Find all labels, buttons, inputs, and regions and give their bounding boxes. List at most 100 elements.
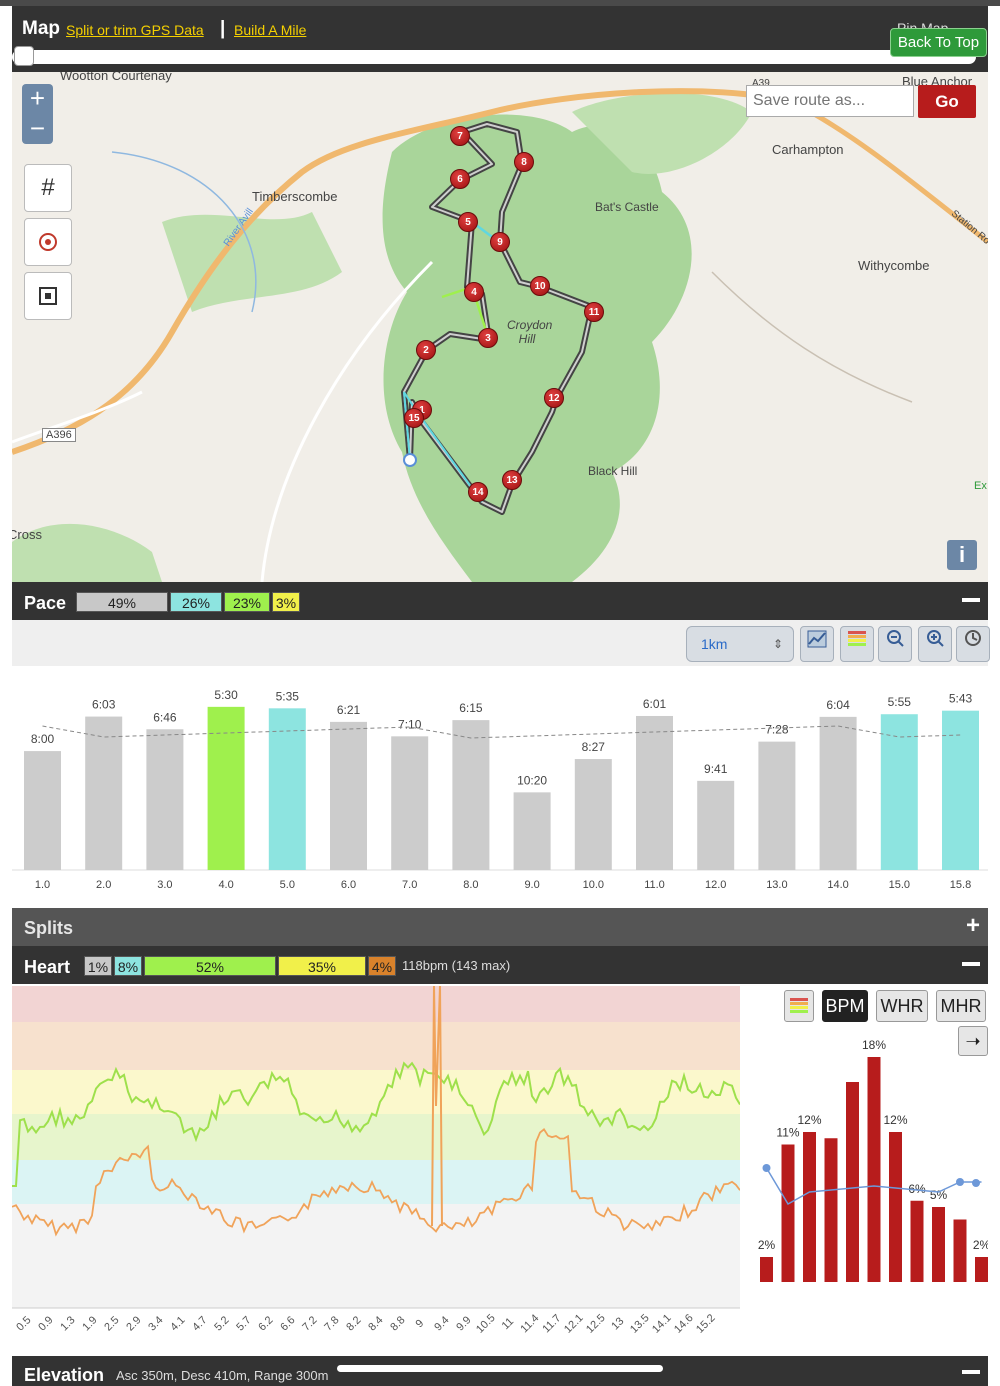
zoom-out-button[interactable]: − xyxy=(29,113,46,143)
pace-bar[interactable] xyxy=(574,759,612,870)
hr-zone-band xyxy=(12,1114,740,1160)
zoom-out-icon[interactable] xyxy=(878,626,912,662)
hr-zone-band xyxy=(12,986,740,1022)
heart-zone-5: 4% xyxy=(368,956,396,976)
pace-bar[interactable] xyxy=(391,736,429,870)
route-marker-6[interactable]: 6 xyxy=(450,169,470,189)
hr-x-tick: 8.4 xyxy=(366,1314,385,1333)
fullscreen-icon[interactable] xyxy=(24,272,72,320)
heart-rate-chart[interactable]: 0.5 0.9 1.3 1.9 2.5 2.9 3.4 4.1 4.7 5.2 5.7 6.2 6.6 7… xyxy=(11,985,741,1342)
pace-zone-2: 26% xyxy=(170,592,222,612)
info-button[interactable]: i xyxy=(947,540,977,570)
route-marker-7[interactable]: 7 xyxy=(450,126,470,146)
pace-bar-label: 6:03 xyxy=(92,698,116,712)
pace-bar[interactable] xyxy=(268,708,306,870)
histogram-bar[interactable] xyxy=(867,1057,881,1282)
pace-bar[interactable] xyxy=(819,716,857,870)
route-marker-12[interactable]: 12 xyxy=(544,388,564,408)
pace-zone-4: 3% xyxy=(272,592,300,612)
clock-icon[interactable] xyxy=(956,626,990,662)
histogram-bar[interactable] xyxy=(932,1207,945,1282)
zoom-in-icon[interactable] xyxy=(918,626,952,662)
pace-collapse-button[interactable] xyxy=(962,598,980,602)
main-road xyxy=(12,88,793,455)
route-marker-13[interactable]: 13 xyxy=(502,470,522,490)
route-marker-10[interactable]: 10 xyxy=(530,276,550,296)
route-marker-15[interactable]: 15 xyxy=(404,408,424,428)
pace-bar[interactable] xyxy=(146,729,184,870)
home-indicator xyxy=(337,1365,663,1372)
map-label-croydon-hill: Croydon Hill xyxy=(507,318,553,346)
heart-header[interactable]: Heart 1% 8% 52% 35% 4% 118bpm (143 max) xyxy=(12,946,988,984)
chart-icon[interactable] xyxy=(800,626,834,662)
splits-expand-button[interactable]: + xyxy=(965,912,980,939)
build-a-mile-link[interactable]: Build A Mile xyxy=(234,22,307,38)
back-to-top-button[interactable]: Back To Top xyxy=(890,28,987,57)
whr-button[interactable]: WHR xyxy=(876,990,928,1022)
save-route-input[interactable] xyxy=(746,85,914,117)
pace-bar[interactable] xyxy=(513,792,551,870)
pace-bar[interactable] xyxy=(636,715,673,870)
cadence-line xyxy=(11,1128,741,1237)
map-label-withycombe: Withycombe xyxy=(858,258,930,273)
hr-x-tick: 9 xyxy=(413,1317,426,1330)
histogram-curve xyxy=(765,1167,982,1206)
histogram-bar[interactable] xyxy=(846,1082,859,1282)
pace-bar[interactable] xyxy=(880,714,918,870)
histogram-bar[interactable] xyxy=(760,1257,773,1282)
pace-bar[interactable] xyxy=(697,780,735,870)
histogram-bar[interactable] xyxy=(910,1200,924,1282)
pace-bar[interactable] xyxy=(85,716,123,870)
zoom-in-button[interactable]: + xyxy=(29,83,46,113)
hr-zone-band xyxy=(12,1070,740,1114)
histogram-bar[interactable] xyxy=(803,1132,816,1282)
zones-toggle-icon[interactable] xyxy=(784,990,814,1022)
split-trim-link[interactable]: Split or trim GPS Data xyxy=(66,22,204,38)
pace-bar[interactable] xyxy=(24,751,61,870)
layers-icon[interactable] xyxy=(24,218,72,266)
route-marker-8[interactable]: 8 xyxy=(514,152,534,172)
range-slider-handle[interactable] xyxy=(14,46,34,66)
route-marker-14[interactable]: 14 xyxy=(468,482,488,502)
pace-bar[interactable] xyxy=(758,741,796,870)
range-slider-track[interactable] xyxy=(12,50,976,64)
route-marker-3[interactable]: 3 xyxy=(478,328,498,348)
histogram-bar[interactable] xyxy=(953,1219,967,1283)
histogram-bar[interactable] xyxy=(889,1132,902,1282)
histogram-bar[interactable] xyxy=(781,1144,795,1283)
pace-chart[interactable]: 8:00 1.0 6:03 2.0 6:46 3.0 5:30 4.0 5:35 5.0 6:21 6… xyxy=(12,666,988,906)
histogram-point xyxy=(956,1178,964,1186)
histogram-bar[interactable] xyxy=(975,1257,988,1282)
heart-zone-4: 35% xyxy=(278,956,366,976)
pace-bar[interactable] xyxy=(942,710,979,870)
go-button[interactable]: Go xyxy=(918,85,976,118)
pace-x-tick: 14.0 xyxy=(827,879,848,891)
pace-bar-label: 6:21 xyxy=(337,703,361,717)
pace-header[interactable]: Pace 49% 26% 23% 3% xyxy=(12,582,988,620)
grid-icon[interactable]: # xyxy=(24,164,72,212)
elevation-collapse-button[interactable] xyxy=(962,1370,980,1374)
mhr-button[interactable]: MHR xyxy=(936,990,986,1022)
route-marker-5[interactable]: 5 xyxy=(458,212,478,232)
pin-right-icon[interactable]: ➝ xyxy=(958,1026,988,1056)
route-start-marker[interactable] xyxy=(403,453,417,467)
pace-bar[interactable] xyxy=(452,720,490,870)
hr-x-tick: 14.6 xyxy=(672,1312,696,1336)
route-marker-11[interactable]: 11 xyxy=(584,302,604,322)
split-distance-select[interactable]: 1km ⇕ xyxy=(686,626,794,662)
pace-chart-svg: 8:00 1.0 6:03 2.0 6:46 3.0 5:30 4.0 5:35 5.0 6:21 6… xyxy=(12,688,988,891)
route-marker-2[interactable]: 2 xyxy=(416,340,436,360)
pace-toolbar: 1km ⇕ xyxy=(12,620,990,666)
hr-x-tick: 4.1 xyxy=(168,1314,187,1333)
zones-icon[interactable] xyxy=(840,626,874,662)
pace-bar[interactable] xyxy=(207,706,245,870)
bpm-button[interactable]: BPM xyxy=(822,990,868,1022)
route-marker-9[interactable]: 9 xyxy=(490,232,510,252)
heart-collapse-button[interactable] xyxy=(962,962,980,966)
histogram-bar[interactable] xyxy=(824,1138,838,1282)
histogram-label: 18% xyxy=(862,1038,886,1052)
splits-header[interactable]: Splits + xyxy=(12,908,988,946)
pace-bar[interactable] xyxy=(330,721,367,870)
route-marker-4[interactable]: 4 xyxy=(464,282,484,302)
route-map[interactable]: Wootton Courtenay A39 Blue Anchor Carham… xyxy=(12,72,988,582)
